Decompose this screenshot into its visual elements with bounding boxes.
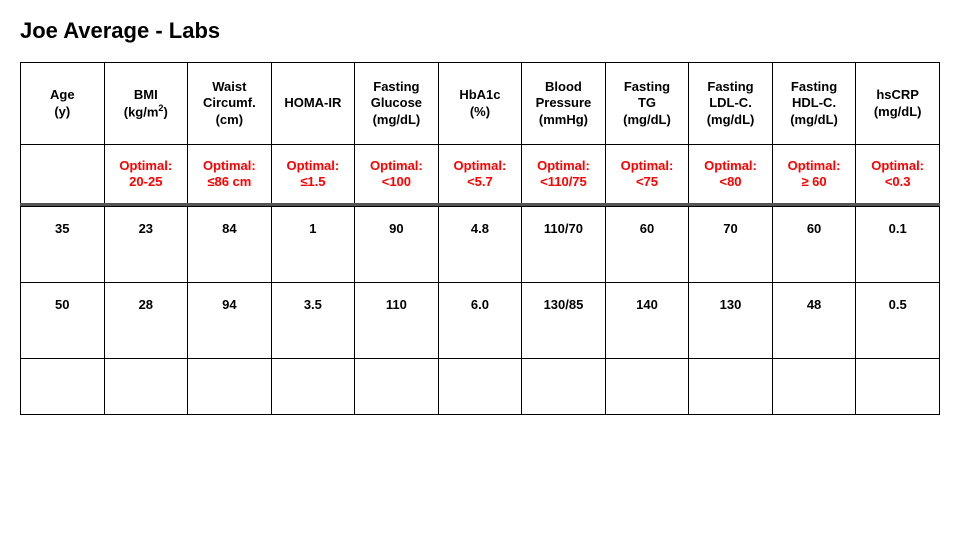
optimal-cell: Optimal:<75 xyxy=(605,145,689,205)
column-header: FastingLDL-C.(mg/dL) xyxy=(689,63,773,145)
optimal-cell: Optimal:≤86 cm xyxy=(188,145,272,205)
table-cell xyxy=(104,359,188,415)
table-cell xyxy=(605,359,689,415)
table-cell: 110/70 xyxy=(522,207,606,283)
optimal-cell: Optimal:<5.7 xyxy=(438,145,522,205)
table-cell: 50 xyxy=(21,283,105,359)
column-header: BMI(kg/m2) xyxy=(104,63,188,145)
column-header: WaistCircumf.(cm) xyxy=(188,63,272,145)
table-cell xyxy=(522,359,606,415)
table-cell: 60 xyxy=(772,207,856,283)
table-cell: 1 xyxy=(271,207,355,283)
optimal-cell: Optimal:<110/75 xyxy=(522,145,606,205)
column-header: Age(y) xyxy=(21,63,105,145)
table-cell: 130 xyxy=(689,283,773,359)
table-cell: 0.1 xyxy=(856,207,940,283)
table-cell: 3.5 xyxy=(271,283,355,359)
optimal-cell: Optimal:20-25 xyxy=(104,145,188,205)
table-row: 5028943.51106.0130/85140130480.5 xyxy=(21,283,940,359)
optimal-cell: Optimal:<80 xyxy=(689,145,773,205)
table-row xyxy=(21,359,940,415)
table-cell: 4.8 xyxy=(438,207,522,283)
optimal-cell: Optimal:≥ 60 xyxy=(772,145,856,205)
optimal-cell xyxy=(21,145,105,205)
table-cell: 0.5 xyxy=(856,283,940,359)
table-cell xyxy=(438,359,522,415)
column-header: FastingGlucose(mg/dL) xyxy=(355,63,439,145)
column-header: hsCRP(mg/dL) xyxy=(856,63,940,145)
table-row: 3523841904.8110/706070600.1 xyxy=(21,207,940,283)
table-cell xyxy=(355,359,439,415)
table-cell xyxy=(772,359,856,415)
column-header: HOMA-IR xyxy=(271,63,355,145)
optimal-cell: Optimal:≤1.5 xyxy=(271,145,355,205)
table-cell: 23 xyxy=(104,207,188,283)
table-cell: 110 xyxy=(355,283,439,359)
column-header: FastingTG(mg/dL) xyxy=(605,63,689,145)
table-cell xyxy=(271,359,355,415)
table-cell: 130/85 xyxy=(522,283,606,359)
table-cell: 35 xyxy=(21,207,105,283)
optimal-cell: Optimal:<100 xyxy=(355,145,439,205)
table-cell: 70 xyxy=(689,207,773,283)
column-header: FastingHDL-C.(mg/dL) xyxy=(772,63,856,145)
table-cell xyxy=(689,359,773,415)
table-cell: 6.0 xyxy=(438,283,522,359)
table-cell: 28 xyxy=(104,283,188,359)
table-cell: 140 xyxy=(605,283,689,359)
table-cell: 48 xyxy=(772,283,856,359)
table-cell xyxy=(188,359,272,415)
table-cell xyxy=(856,359,940,415)
table-cell: 94 xyxy=(188,283,272,359)
table-cell xyxy=(21,359,105,415)
column-header: HbA1c(%) xyxy=(438,63,522,145)
labs-table: Age(y)BMI(kg/m2)WaistCircumf.(cm)HOMA-IR… xyxy=(20,62,940,415)
optimal-cell: Optimal:<0.3 xyxy=(856,145,940,205)
table-cell: 60 xyxy=(605,207,689,283)
column-header: BloodPressure(mmHg) xyxy=(522,63,606,145)
table-cell: 84 xyxy=(188,207,272,283)
table-cell: 90 xyxy=(355,207,439,283)
page-title: Joe Average - Labs xyxy=(20,18,940,44)
